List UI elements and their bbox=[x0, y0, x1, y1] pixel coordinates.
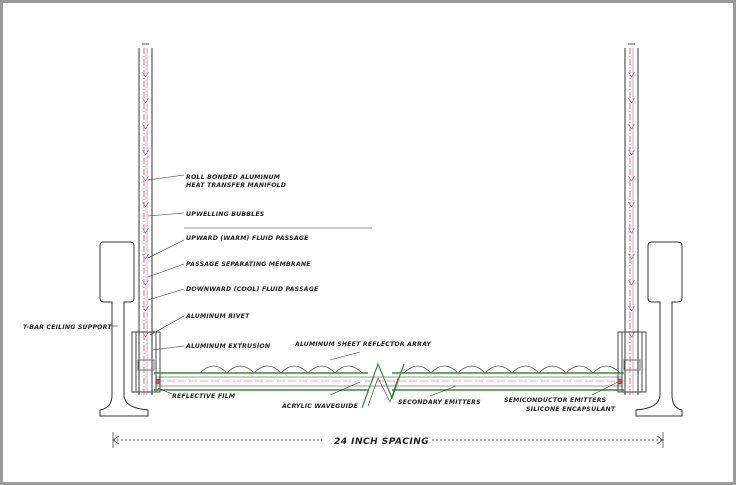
label-roll-bonded-2: HEAT TRANSFER MANIFOLD bbox=[186, 182, 286, 189]
label-reflector-array: ALUMINUM SHEET REFLECTOR ARRAY bbox=[294, 341, 431, 348]
rivet-mark bbox=[628, 201, 635, 208]
rivet-mark bbox=[142, 253, 149, 260]
rivet-mark bbox=[628, 331, 635, 338]
rivet-mark bbox=[142, 123, 149, 130]
rivet-mark bbox=[142, 227, 149, 234]
label-reflective-film: REFLECTIVE FILM bbox=[172, 393, 236, 400]
rivet-mark bbox=[142, 149, 149, 156]
rivet-mark bbox=[628, 123, 635, 130]
rivet-mark bbox=[628, 253, 635, 260]
label-acrylic-waveguide: ACRYLIC WAVEGUIDE bbox=[281, 403, 358, 410]
rivet-mark bbox=[628, 227, 635, 234]
label-aluminum-rivet: ALUMINUM RIVET bbox=[185, 313, 250, 320]
label-secondary-emitters: SECONDARY EMITTERS bbox=[398, 399, 481, 406]
right-manifold bbox=[624, 43, 639, 395]
rivet-mark bbox=[628, 149, 635, 156]
rivet-mark bbox=[628, 279, 635, 286]
label-separating-membrane: PASSAGE SEPARATING MEMBRANE bbox=[186, 261, 311, 268]
dimension-line bbox=[112, 432, 664, 448]
left-tbar bbox=[99, 241, 149, 417]
label-semiconductor-emitters: SEMICONDUCTOR EMITTERS bbox=[504, 397, 607, 404]
rivet-mark bbox=[628, 97, 635, 104]
rivet-mark bbox=[628, 305, 635, 312]
rivet-mark bbox=[142, 201, 149, 208]
right-tbar bbox=[635, 241, 683, 417]
label-upward-passage: UPWARD (WARM) FLUID PASSAGE bbox=[186, 235, 309, 242]
label-tbar-support: T-BAR CEILING SUPPORT bbox=[23, 324, 112, 331]
reflector-array bbox=[199, 365, 621, 374]
label-roll-bonded-1: ROLL BONDED ALUMINUM bbox=[186, 174, 281, 181]
rivet-mark bbox=[142, 175, 149, 182]
label-spacing: 24 INCH SPACING bbox=[334, 437, 429, 447]
label-downward-passage: DOWNWARD (COOL) FLUID PASSAGE bbox=[186, 286, 319, 293]
rivet-mark bbox=[142, 71, 149, 78]
left-manifold bbox=[138, 43, 153, 395]
rivet-mark bbox=[142, 331, 149, 338]
right-extrusion bbox=[617, 331, 647, 393]
rivet-mark bbox=[142, 305, 149, 312]
left-extrusion bbox=[131, 331, 161, 393]
label-aluminum-extrusion: ALUMINUM EXTRUSION bbox=[185, 343, 271, 350]
leader-lines bbox=[112, 174, 619, 397]
label-silicone-encapsulant: SILICONE ENCAPSULANT bbox=[526, 406, 616, 413]
rivet-mark bbox=[142, 279, 149, 286]
semiconductor-emitters bbox=[155, 378, 623, 385]
rivet-mark bbox=[628, 71, 635, 78]
rivet-mark bbox=[628, 175, 635, 182]
rivet-mark bbox=[142, 97, 149, 104]
label-upwelling-bubbles: UPWELLING BUBBLES bbox=[186, 211, 265, 218]
